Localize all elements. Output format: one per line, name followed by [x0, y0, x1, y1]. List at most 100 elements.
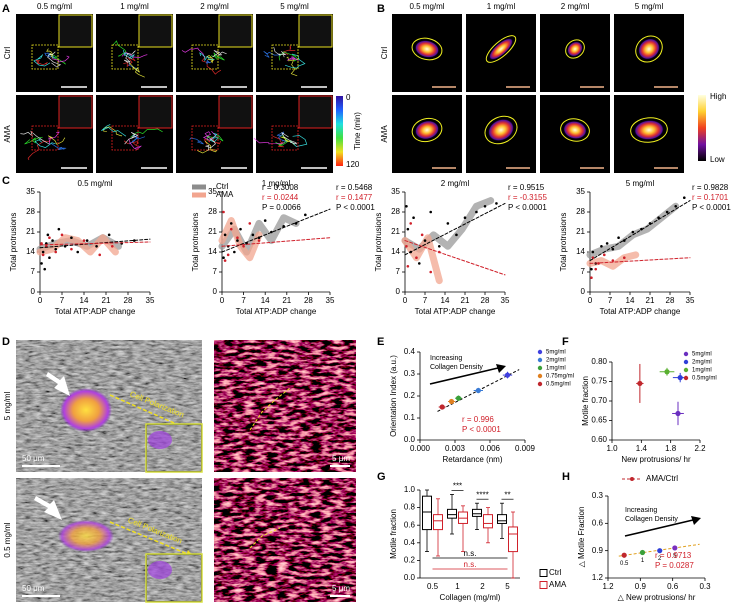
- stat: P < 0.0001: [508, 203, 547, 212]
- trend-band: [401, 234, 443, 285]
- y-tick-label: 1.2: [592, 573, 604, 582]
- track: [121, 51, 148, 59]
- point: [423, 239, 427, 242]
- point: [46, 233, 50, 237]
- point: [41, 253, 45, 257]
- y-tick-label: 21: [391, 227, 400, 236]
- point: [657, 216, 660, 220]
- legend-label: Ctrl: [216, 182, 229, 191]
- track: [20, 130, 50, 145]
- legend-swatch: [683, 351, 689, 357]
- column-title: 1 mg/ml: [120, 2, 149, 11]
- significance: ****: [476, 490, 488, 499]
- track: [123, 140, 139, 147]
- scale-label: 5 μm: [332, 584, 350, 593]
- y-tick-label: 0.70: [591, 396, 607, 405]
- track: [122, 50, 135, 60]
- cell-outline: [565, 39, 585, 59]
- y-axis-label: Motile fraction: [389, 509, 398, 559]
- x-axis-label: New protrusions/ hr: [621, 455, 691, 464]
- point: [605, 242, 609, 245]
- x-axis-label: Collagen (mg/ml): [440, 593, 501, 602]
- significance: **: [504, 490, 510, 499]
- track: [47, 135, 66, 145]
- y-tick-label: 0.3: [592, 491, 604, 500]
- legend-label: 1mg/ml: [692, 368, 712, 374]
- point: [263, 219, 267, 222]
- legend-swatch: [683, 375, 689, 381]
- x-tick-label: 35: [326, 296, 335, 305]
- legend-swatch: [539, 581, 548, 589]
- significance: ***: [453, 482, 462, 491]
- cell-signal: [489, 38, 513, 60]
- track: [286, 55, 299, 61]
- annotation: Collagen Density: [625, 516, 678, 523]
- panel-d: 5 mg/ml 0.5 mg/ml Cell Polarization Cell…: [3, 340, 356, 603]
- y-tick-label: 28: [26, 207, 35, 216]
- panel-label: C: [2, 175, 10, 187]
- y-tick-label: 7: [213, 267, 218, 276]
- y-tick-label: 7: [581, 267, 586, 276]
- scale-label: 50 μm: [22, 454, 45, 463]
- point-label: 0.5: [620, 561, 629, 567]
- colorbar-title: Time (min): [353, 112, 362, 150]
- point: [664, 369, 670, 375]
- point: [236, 236, 239, 240]
- track: [276, 131, 288, 142]
- y-tick-label: 7: [31, 267, 36, 276]
- y-tick-label: 0: [31, 287, 36, 296]
- micrograph: [214, 478, 356, 602]
- panel-label: H: [562, 471, 570, 483]
- arrow: [34, 496, 62, 520]
- point: [82, 239, 86, 242]
- track: [181, 47, 205, 58]
- y-tick-label: 0.3: [404, 369, 416, 378]
- inset: [138, 14, 173, 48]
- x-tick-label: 21: [461, 296, 470, 305]
- point: [657, 548, 663, 554]
- stat: P = 0.0287: [655, 561, 694, 570]
- x-tick-label: 0: [38, 296, 43, 305]
- point: [44, 242, 48, 245]
- inset-box: [271, 44, 299, 70]
- point: [611, 259, 615, 262]
- point: [43, 267, 47, 271]
- x-tick-label: 28: [666, 296, 675, 305]
- stat: r = 0.1701: [692, 193, 729, 202]
- colorbar-label: High: [710, 92, 726, 101]
- cell-outline: [484, 115, 518, 145]
- column-title: 1 mg/ml: [487, 2, 516, 11]
- annotation-arrowhead: [691, 516, 701, 525]
- point: [242, 244, 245, 248]
- arrow: [46, 372, 70, 396]
- point: [85, 239, 89, 242]
- point-label: 2: [658, 556, 662, 562]
- point: [600, 244, 603, 248]
- point: [637, 380, 643, 387]
- point: [602, 253, 606, 257]
- x-axis-label: Total ATP:ADP change: [600, 307, 681, 316]
- y-axis-label: Total protrusions: [559, 213, 568, 272]
- y-tick-label: 0.2: [404, 391, 416, 400]
- polarization-arrow: [109, 521, 191, 556]
- track: [253, 137, 285, 145]
- point: [251, 233, 255, 237]
- track: [129, 134, 146, 145]
- point: [406, 227, 410, 231]
- y-axis-label: Orientation Index (a.u.): [389, 355, 398, 437]
- inset: [58, 95, 93, 129]
- point: [415, 256, 418, 260]
- column-title: 0.5 mg/ml: [37, 2, 72, 11]
- inset: [298, 95, 333, 129]
- legend-label: 2mg/ml: [692, 360, 712, 366]
- colorbar-label: 0: [346, 93, 351, 102]
- dashed-arrow: [249, 527, 281, 549]
- x-tick-label: 0.003: [445, 444, 466, 453]
- point: [48, 236, 51, 240]
- track: [51, 143, 67, 150]
- point: [621, 552, 627, 558]
- legend-swatch: [537, 365, 543, 371]
- point: [248, 222, 252, 225]
- stat: r = 0.1477: [336, 193, 373, 202]
